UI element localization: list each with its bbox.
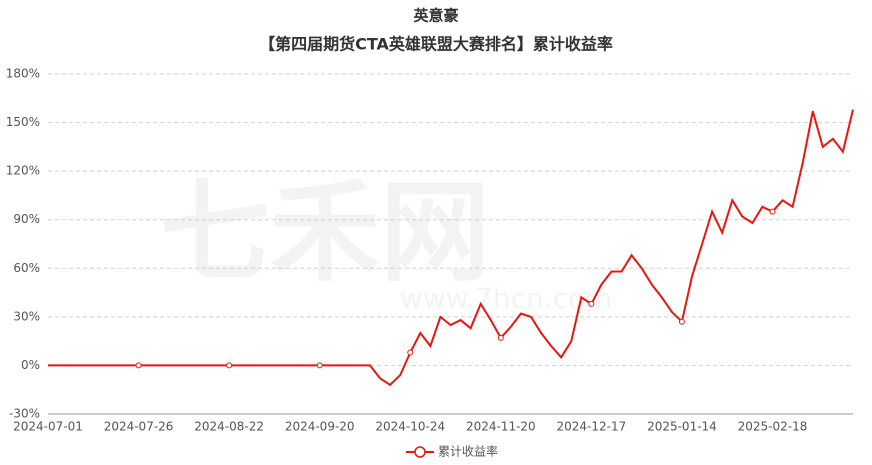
data-point bbox=[769, 208, 776, 215]
x-tick-label: 2025-02-18 bbox=[738, 420, 808, 434]
data-point bbox=[678, 318, 685, 325]
x-tick-label: 2024-09-20 bbox=[285, 420, 355, 434]
x-tick-label: 2024-11-20 bbox=[466, 420, 536, 434]
data-point bbox=[407, 349, 414, 356]
y-tick-label: -30% bbox=[9, 407, 40, 421]
x-tick-label: 2025-01-14 bbox=[647, 420, 717, 434]
y-tick-label: 0% bbox=[21, 358, 40, 372]
x-tick-label: 2024-08-22 bbox=[194, 420, 264, 434]
legend-label: 累计收益率 bbox=[438, 444, 498, 459]
x-tick-label: 2024-07-26 bbox=[104, 420, 174, 434]
x-tick-label: 2024-10-24 bbox=[375, 420, 445, 434]
data-point bbox=[226, 362, 233, 369]
legend-marker bbox=[414, 446, 426, 458]
data-point bbox=[316, 362, 323, 369]
y-tick-label: 180% bbox=[6, 67, 40, 81]
y-tick-label: 120% bbox=[6, 164, 40, 178]
chart-subtitle: 【第四届期货CTA英雄联盟大赛排名】累计收益率 bbox=[259, 35, 613, 54]
chart-title: 英意豪 bbox=[413, 7, 458, 25]
data-point bbox=[135, 362, 142, 369]
y-tick-label: 90% bbox=[13, 212, 40, 226]
data-point bbox=[497, 334, 504, 341]
x-tick-label: 2024-12-17 bbox=[557, 420, 627, 434]
y-tick-label: 60% bbox=[13, 261, 40, 275]
y-tick-label: 150% bbox=[6, 115, 40, 129]
data-line bbox=[48, 109, 854, 387]
x-tick-label: 2024-07-01 bbox=[13, 420, 83, 434]
watermark: 七禾网 bbox=[160, 168, 490, 296]
watermark-url: www.7hcn.com bbox=[400, 282, 612, 315]
data-point bbox=[588, 300, 595, 307]
y-tick-label: 30% bbox=[13, 309, 40, 323]
